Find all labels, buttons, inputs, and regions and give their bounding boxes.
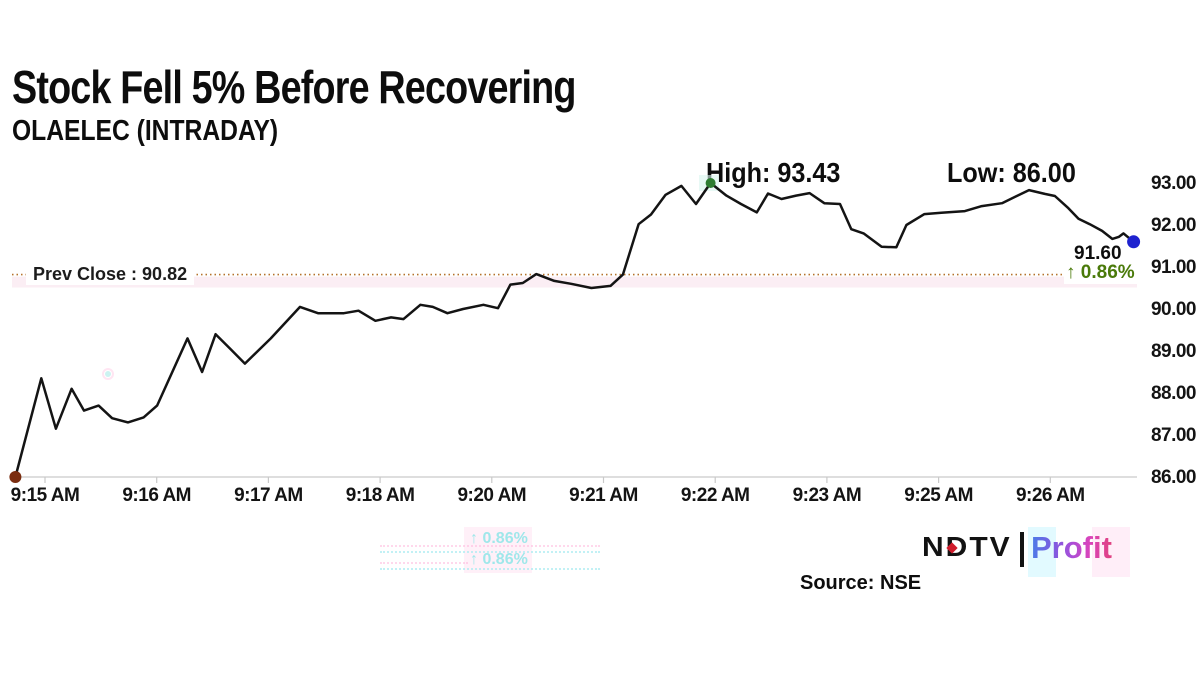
ndtv-profit-logo: NDTV Profit	[920, 527, 1135, 577]
low-annotation: Low: 86.00	[947, 157, 1076, 188]
profit-wordmark: Profit	[1031, 530, 1112, 565]
page-subtitle: OLAELEC (INTRADAY)	[12, 115, 279, 147]
page-title: Stock Fell 5% Before Recovering	[12, 61, 576, 113]
change-percent-label: ↑ 0.86%	[1064, 262, 1137, 284]
price-line	[14, 181, 1135, 479]
last-price-marker	[1127, 235, 1141, 249]
source-label: Source: NSE	[800, 572, 922, 594]
high-marker	[705, 178, 716, 188]
ghost-dot-halo	[102, 368, 114, 380]
last-price-label: 91.60	[1072, 243, 1124, 265]
logo-ghost-cyan	[1028, 527, 1056, 577]
ndtv-wordmark: NDTV	[922, 532, 1012, 563]
low-open-marker	[9, 471, 22, 483]
prev-close-label: Prev Close : 90.82	[26, 264, 195, 285]
logo-separator-bar	[1020, 532, 1024, 567]
ghost-dot	[105, 371, 111, 377]
logo-ghost-pink	[1092, 527, 1130, 577]
high-annotation: High: 93.43	[706, 157, 841, 188]
prev-close-band	[12, 276, 1137, 288]
